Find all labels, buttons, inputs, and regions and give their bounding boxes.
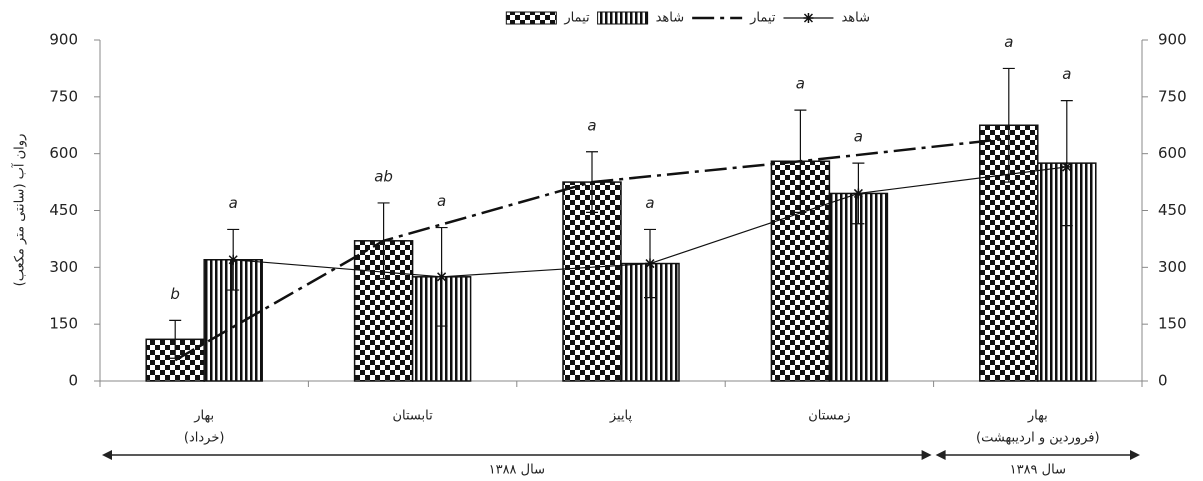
significance-letter: a [796, 75, 805, 93]
x-tick-label: بهار [1027, 409, 1048, 424]
x-subcategory-label: (فروردین و اردیبهشت) [976, 431, 1100, 446]
significance-letter: a [229, 194, 238, 212]
star-marker [436, 271, 447, 282]
significance-letter: a [587, 116, 596, 134]
y-axis-title: روان آب (سانتی متر مکعب) [11, 134, 28, 287]
star-marker [228, 254, 239, 265]
legend-swatch [505, 11, 557, 25]
significance-letter: ab [374, 167, 393, 185]
x-tick-label: پاییز [609, 409, 633, 424]
significance-letter: a [645, 194, 654, 212]
star-marker [1061, 161, 1072, 172]
star-marker [853, 188, 864, 199]
y-tick-label: 450 [49, 201, 78, 219]
legend-label: تیمار [749, 11, 776, 26]
x-tick-label: تابستان [392, 409, 433, 424]
period-label: سال ۱۳۸۹ [1010, 463, 1066, 478]
y-tick-label: 0 [68, 372, 78, 390]
y-tick-label: 750 [49, 87, 78, 105]
y2-tick-label: 450 [1158, 201, 1187, 219]
significance-letter: a [1062, 65, 1071, 83]
x-tick-label: بهار [193, 409, 214, 424]
x-tick-label: زمستان [808, 409, 850, 424]
y2-tick-label: 900 [1158, 31, 1187, 49]
bar [562, 181, 622, 382]
error-bar [1002, 67, 1015, 183]
legend-label: شاهد [841, 11, 870, 26]
star-marker [645, 258, 655, 269]
significance-letter: a [854, 128, 863, 146]
y2-tick-label: 150 [1158, 315, 1187, 333]
significance-letter: b [170, 285, 180, 303]
line [174, 137, 1009, 362]
legend-swatch [597, 11, 649, 25]
y-tick-label: 600 [49, 144, 78, 162]
significance-letter: a [437, 192, 446, 210]
legend-marker [803, 13, 814, 23]
legend-label: تیمار [563, 11, 590, 26]
y-tick-label: 300 [49, 258, 78, 276]
y2-tick-label: 750 [1158, 87, 1187, 105]
y-tick-label: 150 [49, 315, 78, 333]
period-label: سال ۱۳۸۸ [489, 463, 545, 478]
y2-tick-label: 0 [1158, 372, 1168, 390]
y-tick-label: 900 [49, 31, 78, 49]
y2-tick-label: 600 [1158, 144, 1187, 162]
y2-tick-label: 300 [1158, 258, 1187, 276]
x-subcategory-label: (خرداد) [184, 431, 225, 446]
legend-label: شاهد [656, 11, 685, 26]
significance-letter: a [1004, 33, 1013, 51]
